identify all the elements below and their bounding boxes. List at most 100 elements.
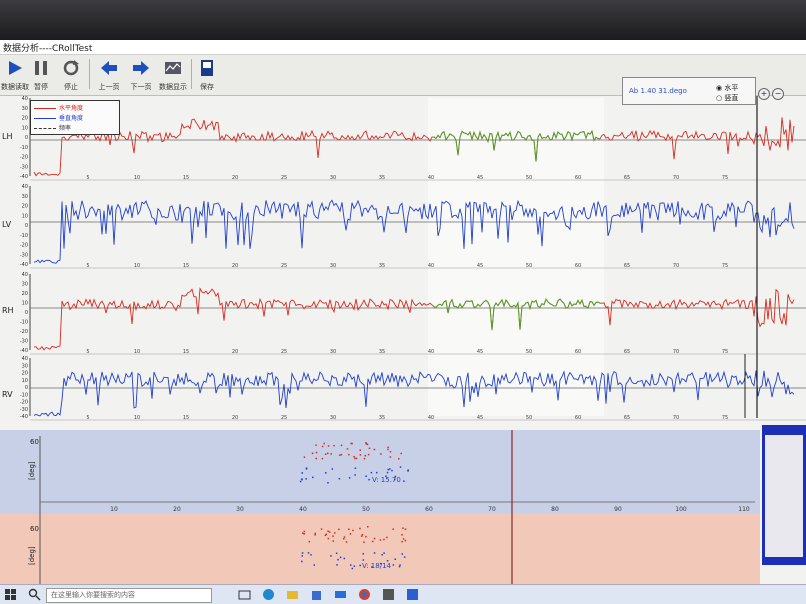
panel-bottom-ylabel: [deg] [28,546,36,565]
panel-point [363,457,366,460]
pause-label: 暂停 [34,83,48,91]
task-view-icon[interactable] [238,588,251,601]
x-tick-label: 45 [477,263,483,269]
save-icon [201,60,213,76]
panel-point [349,533,352,535]
trace-lv [33,199,795,264]
app-icon[interactable] [382,588,395,601]
x-tick-label: 70 [673,415,679,421]
panel-point [305,467,308,469]
radio-vertical[interactable]: ○ 竖直 [716,94,739,102]
panel-point [354,467,357,469]
x-tick-label: 75 [722,349,728,355]
detail-panels[interactable]: 60 60 [deg] [deg] 10 20 30 40 50 60 70 80 90 100 1… [0,430,760,604]
x-tick-label: 35 [379,175,385,181]
read-data-button[interactable]: 数据读取 [0,57,30,93]
legend-label: 水平角度 [59,105,84,112]
panel-point [364,454,367,457]
x-tick-label: 15 [183,263,189,269]
panel-point [368,447,371,450]
panel-point [333,444,335,447]
panel-x-tick-label: 70 [488,506,496,513]
zoom-in-button[interactable]: + [758,88,770,100]
y-tick-label: 0 [25,135,28,141]
panel-point [386,560,389,562]
legend-item: 垂直角度 [34,113,83,122]
wps-icon[interactable] [406,588,419,601]
panel-point [314,532,316,535]
panel-point [353,565,356,567]
panel-point [335,552,338,555]
taskbar-search-input[interactable]: 在这里输入你要搜索的内容 [46,588,212,603]
panel-point [359,527,361,530]
search-icon[interactable] [28,588,41,601]
panel-point [389,456,392,458]
y-tick-label: 20 [22,116,28,122]
x-tick-label: 70 [673,349,679,355]
store-icon[interactable] [310,588,323,601]
panel-point [324,534,327,537]
y-tick-label: 30 [22,106,28,112]
panel-point [359,564,361,567]
x-tick-label: 35 [379,349,385,355]
panel-point [398,565,401,568]
x-tick-label: 30 [330,175,336,181]
edge-browser-icon[interactable] [262,588,275,601]
x-tick-label: 5 [86,415,89,421]
x-tick-label: 60 [575,415,581,421]
panel-point [307,552,310,554]
file-explorer-icon[interactable] [286,588,299,601]
panel-point [350,442,352,445]
panel-point [303,530,306,533]
panel-point [399,466,402,468]
data-display-button[interactable]: 数据显示 [158,57,188,93]
chrome-icon[interactable] [358,588,371,601]
pause-button[interactable]: 暂停 [26,57,56,93]
panel-point [338,528,340,531]
panel-point [327,481,329,484]
panel-bottom-annotation: V: 18/14 [362,562,392,570]
x-tick-label: 10 [134,175,140,181]
panel-x-tick-label: 100 [675,506,687,513]
radio-horizontal[interactable]: ◉ 水平 [716,84,739,92]
panel-point [402,527,404,529]
x-tick-label: 60 [575,175,581,181]
panel-x-tick-label: 80 [551,506,559,513]
next-page-button[interactable]: 下一页 [126,57,156,93]
panel-point [315,444,317,446]
panel-point [345,541,348,543]
x-tick-label: 20 [232,263,238,269]
save-label: 保存 [200,83,214,91]
panel-point [302,532,304,534]
x-tick-label: 25 [281,415,287,421]
y-tick-label: -40 [20,262,28,268]
y-tick-label: 0 [25,310,28,316]
prev-page-button[interactable]: 上一页 [94,57,124,93]
panel-point [339,556,342,559]
panel-point [379,539,382,541]
panel-point [399,564,401,566]
panel-x-tick-label: 90 [614,506,622,513]
mail-icon[interactable] [334,588,347,601]
arrow-left-icon [101,61,117,75]
panel-point [354,474,356,476]
stop-label: 停止 [64,83,78,91]
panel-point [340,444,343,447]
y-tick-label: -20 [20,243,28,249]
save-button[interactable]: 保存 [192,57,222,93]
trace-rv [33,370,795,417]
x-tick-label: 65 [624,349,630,355]
zoom-out-button[interactable]: − [772,88,784,100]
panel-point [403,480,405,482]
y-tick-label: 30 [22,194,28,200]
panel-point [324,453,327,455]
panel-point [348,477,351,479]
panel-point [401,534,403,536]
next-page-label: 下一页 [130,83,152,91]
panel-top-ymax: 60 [30,438,39,446]
stop-button[interactable]: 停止 [56,57,86,93]
panel-point [365,535,367,538]
x-tick-label: 60 [575,349,581,355]
windows-start-icon[interactable] [4,588,17,601]
